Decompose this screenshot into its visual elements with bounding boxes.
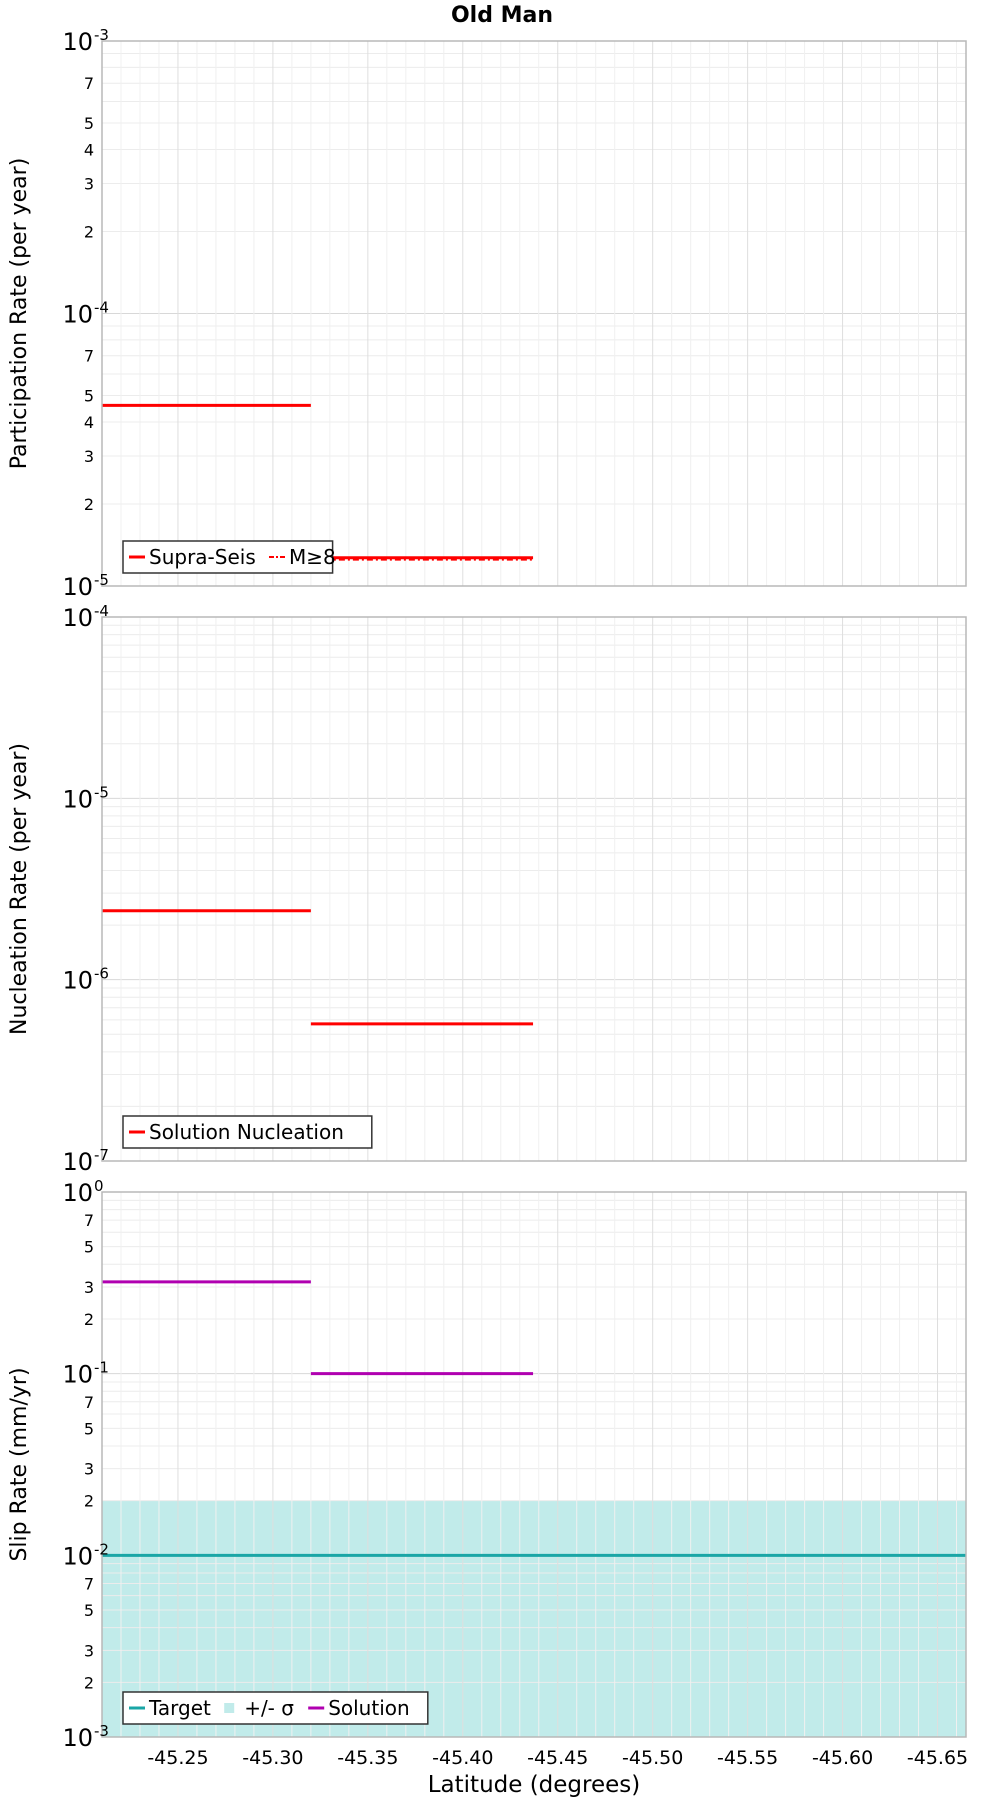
x-tick-label: -45.55 — [717, 1747, 778, 1769]
y-tick-minor: 2 — [84, 222, 94, 241]
y-tick-minor: 3 — [84, 1460, 94, 1479]
y-tick-exponent: -2 — [94, 1540, 109, 1558]
y-tick-exponent: -5 — [94, 571, 109, 589]
y-tick-decade: 10 — [62, 1724, 93, 1752]
legend-label: Supra-Seis — [149, 545, 256, 569]
y-tick-minor: 3 — [84, 447, 94, 466]
y-tick-minor: 5 — [84, 1419, 94, 1438]
y-tick-decade: 10 — [62, 967, 93, 995]
y-tick-exponent: -3 — [94, 26, 109, 44]
y-tick-exponent: -3 — [94, 1722, 109, 1740]
plot-frame — [101, 1191, 967, 1738]
legend-label: Solution — [328, 1696, 409, 1720]
y-tick-minor: 7 — [84, 74, 94, 93]
y-tick-minor: 7 — [84, 1574, 94, 1593]
y-tick-minor: 3 — [84, 1278, 94, 1297]
y-tick-exponent: -4 — [94, 299, 109, 317]
y-tick-minor: 5 — [84, 1601, 94, 1620]
y-tick-exponent: -7 — [94, 1146, 109, 1164]
y-tick-exponent: -1 — [94, 1359, 109, 1377]
x-tick-label: -45.45 — [527, 1747, 588, 1769]
y-tick-decade: 10 — [62, 301, 93, 329]
y-tick-minor: 5 — [84, 114, 94, 133]
plot-frame — [101, 40, 967, 587]
y-tick-decade: 10 — [62, 1361, 93, 1389]
legend-label: Solution Nucleation — [149, 1120, 344, 1144]
y-tick-minor: 3 — [84, 174, 94, 193]
plot-frame — [101, 616, 967, 1162]
y-tick-decade: 10 — [62, 1179, 93, 1207]
x-tick-label: -45.30 — [242, 1747, 303, 1769]
y-tick-decade: 10 — [62, 604, 93, 632]
legend: Solution Nucleation — [122, 1115, 373, 1149]
y-tick-exponent: 0 — [94, 1177, 104, 1195]
legend-label: +/- σ — [244, 1696, 294, 1720]
x-tick-label: -45.35 — [337, 1747, 398, 1769]
y-tick-minor: 7 — [84, 1211, 94, 1230]
x-tick-label: -45.65 — [907, 1747, 968, 1769]
y-tick-decade: 10 — [62, 785, 93, 813]
y-tick-minor: 2 — [84, 1673, 94, 1692]
y-tick-minor: 2 — [84, 495, 94, 514]
y-tick-minor: 7 — [84, 347, 94, 366]
y-tick-minor: 5 — [84, 387, 94, 406]
y-tick-decade: 10 — [62, 1148, 93, 1176]
y-axis-title: Nucleation Rate (per year) — [7, 743, 32, 1035]
y-tick-minor: 4 — [84, 140, 94, 159]
legend-label: M≥8 — [289, 545, 336, 569]
y-tick-minor: 3 — [84, 1641, 94, 1660]
legend-swatch — [224, 1703, 235, 1713]
x-tick-label: -45.40 — [432, 1747, 493, 1769]
y-tick-minor: 4 — [84, 413, 94, 432]
y-axis-title: Participation Rate (per year) — [7, 158, 32, 470]
x-axis: -45.25 -45.30 -45.35 -45.40 -45.45 -45.50 -45.… — [147, 1747, 968, 1798]
plot-area — [102, 617, 966, 1161]
y-tick-minor: 7 — [84, 1393, 94, 1412]
y-axis-title: Slip Rate (mm/yr) — [7, 1367, 32, 1561]
x-tick-label: -45.60 — [812, 1747, 873, 1769]
legend-label: Target — [148, 1696, 211, 1720]
x-axis-title: Latitude (degrees) — [428, 1772, 641, 1798]
y-tick-decade: 10 — [62, 28, 93, 56]
y-tick-exponent: -5 — [94, 783, 109, 801]
legend-box — [122, 1691, 429, 1725]
x-tick-label: -45.50 — [622, 1747, 683, 1769]
y-tick-exponent: -6 — [94, 965, 109, 983]
y-tick-minor: 2 — [84, 1310, 94, 1329]
chart-title: Old Man — [451, 3, 553, 28]
y-tick-decade: 10 — [62, 573, 93, 601]
legend: Target +/- σ Solution — [122, 1691, 429, 1725]
legend-box — [122, 540, 334, 574]
x-tick-label: -45.25 — [147, 1747, 208, 1769]
y-tick-decade: 10 — [62, 1542, 93, 1570]
legend: Supra-Seis M≥8 — [122, 540, 336, 574]
y-tick-minor: 5 — [84, 1238, 94, 1257]
y-tick-minor: 2 — [84, 1492, 94, 1511]
legend-box — [122, 1115, 373, 1149]
y-tick-exponent: -4 — [94, 602, 109, 620]
